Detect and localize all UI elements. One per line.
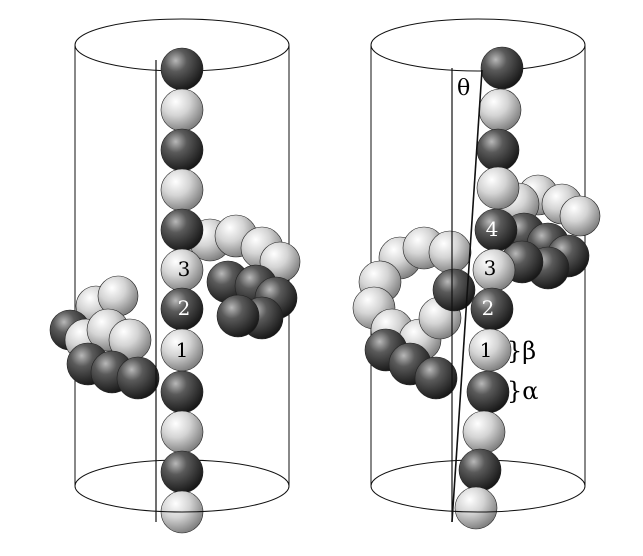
right-sphere-chain [352,46,601,530]
left-sphere-17 [216,294,260,338]
left-sphere-21 [160,168,204,212]
right-sphere-22 [478,88,522,132]
right-sphere-label-1: 1 [480,338,493,362]
left-sphere-chain [49,47,301,534]
right-sphere-32 [454,486,498,530]
right-cylinder-bottom-front [370,485,586,513]
right-sphere-6 [428,230,472,274]
beta-label: }β [507,337,536,365]
right-sphere-31 [458,448,502,492]
right-sphere-21 [480,46,524,90]
right-sphere-label-4: 4 [486,217,499,241]
left-sphere-label-2: 2 [178,296,191,320]
left-sphere-label-3: 3 [178,257,191,281]
left-sphere-28 [160,450,204,494]
left-sphere-18 [160,47,204,91]
left-sphere-label-1: 1 [176,338,189,362]
left-sphere-27 [160,410,204,454]
right-sphere-13 [414,356,458,400]
left-sphere-26 [160,370,204,414]
right-sphere-23 [476,128,520,172]
right-sphere-30 [462,410,506,454]
left-cylinder-bottom-front [74,485,290,513]
right-sphere-label-3: 3 [484,256,497,280]
left-sphere-19 [160,88,204,132]
right-sphere-label-2: 2 [482,296,495,320]
right-cylinder-top [370,18,586,72]
theta-label: θ [457,76,470,101]
right-sphere-15 [432,268,476,312]
right-sphere-2 [559,195,601,237]
right-tilted-axis-line [451,69,483,523]
left-sphere-12 [116,356,160,400]
right-sphere-24 [476,166,520,210]
right-sphere-29 [466,370,510,414]
left-sphere-22 [160,208,204,252]
alpha-label: }α [507,377,538,405]
left-sphere-20 [160,128,204,172]
